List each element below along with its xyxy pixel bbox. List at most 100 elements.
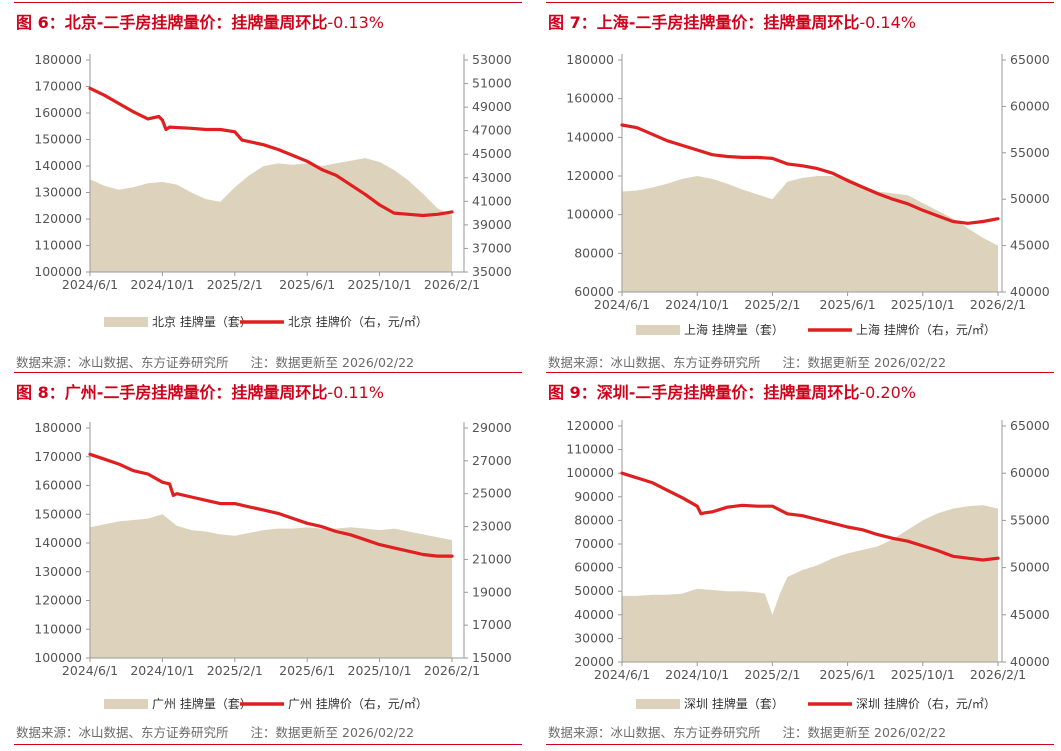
bottom-rule bbox=[546, 744, 1054, 745]
footer-source: 数据来源：冰山数据、东方证券研究所 bbox=[16, 355, 229, 370]
legend-label-line: 上海 挂牌价（右，元/㎡） bbox=[856, 322, 996, 336]
y-left-tick-label: 160000 bbox=[34, 478, 82, 493]
footer-source: 数据来源：冰山数据、东方证券研究所 bbox=[548, 355, 761, 370]
y-left-tick-label: 130000 bbox=[34, 185, 82, 200]
y-left-tick-label: 180000 bbox=[34, 52, 82, 67]
title-value: -0.14% bbox=[859, 13, 916, 32]
chart-panel-shenzhen: 图 9：深圳-二手房挂牌量价：挂牌量周环比-0.20% 20000 30000 40… bbox=[546, 372, 1054, 748]
y-right-tick-label: 40000 bbox=[1010, 654, 1050, 669]
y-left-tick-label: 120000 bbox=[566, 418, 614, 433]
y-left-tick-label: 130000 bbox=[34, 564, 82, 579]
x-tick-label: 2026/2/1 bbox=[424, 663, 480, 678]
y-right-tick-label: 51000 bbox=[472, 76, 512, 91]
y-left-tick-label: 160000 bbox=[34, 105, 82, 120]
y-left-tick-label: 180000 bbox=[566, 52, 614, 67]
y-right-tick-label: 50000 bbox=[1010, 191, 1050, 206]
chart-footer: 数据来源：冰山数据、东方证券研究所 注：数据更新至 2026/02/22 bbox=[548, 352, 946, 371]
y-left-tick-label: 120000 bbox=[34, 211, 82, 226]
y-right-tick-label: 60000 bbox=[1010, 98, 1050, 113]
legend-swatch-area bbox=[104, 699, 148, 709]
legend-label-area: 广州 挂牌量（套） bbox=[152, 697, 252, 711]
y-left-tick-label: 100000 bbox=[34, 650, 82, 665]
y-left-tick-label: 140000 bbox=[566, 129, 614, 144]
x-tick-label: 2025/10/1 bbox=[348, 277, 412, 292]
figure-label: 图 8： bbox=[16, 383, 65, 402]
y-right-tick-label: 50000 bbox=[1010, 560, 1050, 575]
footer-source: 数据来源：冰山数据、东方证券研究所 bbox=[548, 725, 761, 740]
y-right-tick-label: 39000 bbox=[472, 217, 512, 232]
legend-swatch-area bbox=[636, 699, 680, 709]
footer-note: 注：数据更新至 2026/02/22 bbox=[782, 355, 947, 370]
footer-note: 注：数据更新至 2026/02/22 bbox=[250, 355, 415, 370]
legend-swatch-area bbox=[636, 325, 680, 335]
chart-title: 图 6：北京-二手房挂牌量价：挂牌量周环比-0.13% bbox=[14, 2, 522, 36]
y-right-tick-label: 29000 bbox=[472, 420, 512, 435]
x-tick-label: 2024/10/1 bbox=[665, 297, 729, 312]
legend-label-line: 北京 挂牌价（右，元/㎡） bbox=[288, 314, 428, 329]
y-left-tick-label: 40000 bbox=[574, 607, 614, 622]
title-text: 广州-二手房挂牌量价：挂牌量周环比 bbox=[64, 383, 328, 402]
x-tick-label: 2025/6/1 bbox=[279, 663, 335, 678]
chart-panel-shanghai: 图 7：上海-二手房挂牌量价：挂牌量周环比-0.14% 60000 80000 10… bbox=[546, 2, 1054, 374]
x-tick-label: 2024/6/1 bbox=[62, 277, 118, 292]
x-tick-label: 2024/10/1 bbox=[665, 667, 729, 682]
x-tick-label: 2025/6/1 bbox=[820, 667, 876, 682]
y-right-tick-label: 35000 bbox=[472, 264, 512, 279]
y-right-tick-label: 53000 bbox=[472, 52, 512, 67]
footer-source: 数据来源：冰山数据、东方证券研究所 bbox=[16, 725, 229, 740]
y-left-tick-label: 140000 bbox=[34, 535, 82, 550]
line-series-price bbox=[620, 471, 1000, 562]
y-left-tick-label: 60000 bbox=[574, 560, 614, 575]
y-right-tick-label: 19000 bbox=[472, 584, 512, 599]
chart-title: 图 8：广州-二手房挂牌量价：挂牌量周环比-0.11% bbox=[14, 372, 522, 406]
y-left-tick-label: 50000 bbox=[574, 583, 614, 598]
y-right-tick-label: 45000 bbox=[1010, 607, 1050, 622]
y-left-tick-label: 80000 bbox=[574, 245, 614, 260]
chart-svg: 60000 80000 100000 120000 140000 160000 180000… bbox=[566, 52, 1050, 336]
y-left-tick-label: 120000 bbox=[566, 168, 614, 183]
legend-swatch-area bbox=[104, 317, 148, 327]
area-series-listings bbox=[622, 176, 998, 292]
y-right-tick-label: 37000 bbox=[472, 240, 512, 255]
legend-label-area: 深圳 挂牌量（套） bbox=[684, 697, 784, 711]
y-left-tick-label: 120000 bbox=[34, 593, 82, 608]
y-left-tick-label: 100000 bbox=[566, 465, 614, 480]
chart-svg: 100000 110000 120000 130000 140000 150000 1600… bbox=[34, 52, 512, 329]
y-left-tick-label: 170000 bbox=[34, 449, 82, 464]
x-tick-label: 2025/2/1 bbox=[207, 277, 263, 292]
figure-label: 图 6： bbox=[16, 13, 65, 32]
y-right-tick-label: 60000 bbox=[1010, 465, 1050, 480]
title-value: -0.11% bbox=[327, 383, 384, 402]
y-left-tick-label: 100000 bbox=[566, 207, 614, 222]
y-left-tick-label: 100000 bbox=[34, 264, 82, 279]
area-series-listings bbox=[90, 514, 452, 658]
chart-footer: 数据来源：冰山数据、东方证券研究所 注：数据更新至 2026/02/22 bbox=[16, 722, 414, 741]
y-left-tick-label: 20000 bbox=[574, 654, 614, 669]
y-left-tick-label: 170000 bbox=[34, 79, 82, 94]
title-value: -0.13% bbox=[327, 13, 384, 32]
chart-svg: 100000 110000 120000 130000 140000 150000 1600… bbox=[34, 420, 512, 711]
y-left-tick-label: 180000 bbox=[34, 420, 82, 435]
line-series-price bbox=[88, 86, 454, 218]
y-right-tick-label: 65000 bbox=[1010, 418, 1050, 433]
chart-title: 图 7：上海-二手房挂牌量价：挂牌量周环比-0.14% bbox=[546, 2, 1054, 36]
area-series-listings bbox=[622, 505, 998, 662]
y-right-tick-label: 47000 bbox=[472, 123, 512, 138]
y-left-tick-label: 160000 bbox=[566, 91, 614, 106]
y-right-tick-label: 40000 bbox=[1010, 284, 1050, 299]
chart-svg: 20000 30000 40000 50000 60000 70000 80000 90000… bbox=[566, 418, 1050, 711]
x-tick-label: 2024/10/1 bbox=[130, 277, 194, 292]
x-tick-label: 2024/6/1 bbox=[62, 663, 118, 678]
y-left-tick-label: 110000 bbox=[34, 621, 82, 636]
chart-footer: 数据来源：冰山数据、东方证券研究所 注：数据更新至 2026/02/22 bbox=[548, 722, 946, 741]
footer-note: 注：数据更新至 2026/02/22 bbox=[250, 725, 415, 740]
y-left-tick-label: 110000 bbox=[34, 238, 82, 253]
x-tick-label: 2025/2/1 bbox=[744, 297, 800, 312]
y-left-tick-label: 30000 bbox=[574, 630, 614, 645]
y-right-tick-label: 55000 bbox=[1010, 145, 1050, 160]
x-tick-label: 2026/2/1 bbox=[424, 277, 480, 292]
title-value: -0.20% bbox=[859, 383, 916, 402]
chart-panel-guangzhou: 图 8：广州-二手房挂牌量价：挂牌量周环比-0.11% 100000 110000… bbox=[14, 372, 522, 748]
chart-title: 图 9：深圳-二手房挂牌量价：挂牌量周环比-0.20% bbox=[546, 372, 1054, 406]
x-tick-label: 2024/10/1 bbox=[130, 663, 194, 678]
